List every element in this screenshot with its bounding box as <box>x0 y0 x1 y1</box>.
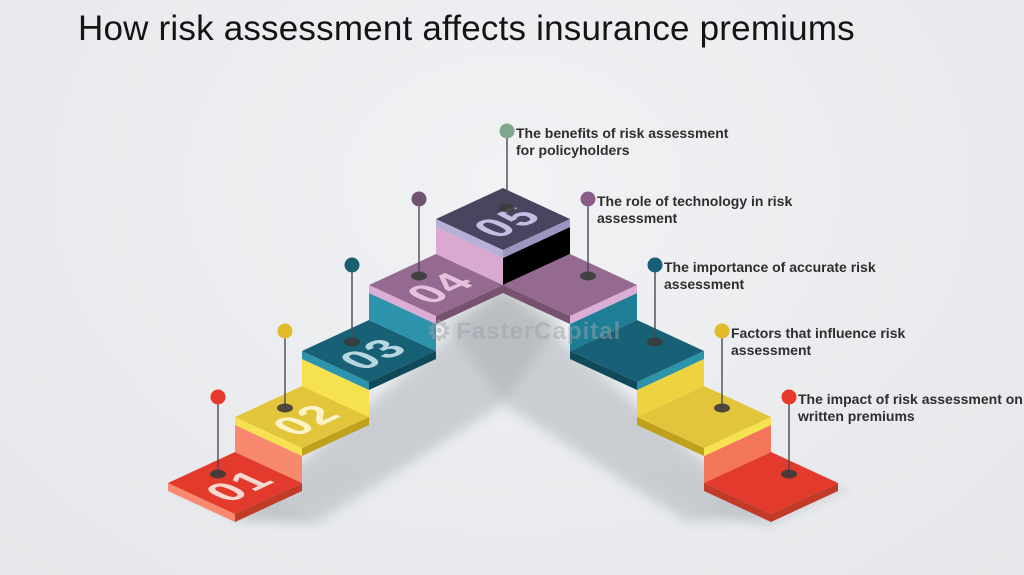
step-05-top-face <box>436 188 570 250</box>
step-02-right <box>637 386 771 483</box>
step-01-right <box>704 452 838 522</box>
step-05-edge-left <box>436 219 503 258</box>
step-02-right-edge-right <box>704 417 771 456</box>
pin-03-right-anchor-dot <box>647 337 663 347</box>
step-03-edge-right <box>369 351 436 390</box>
step-02-edge-right <box>302 417 369 456</box>
step-03-right <box>570 320 704 417</box>
pin-04-right-ball <box>580 191 596 207</box>
step-02-right-top-face <box>637 386 771 448</box>
step-03-right-edge-left <box>570 351 637 390</box>
step-04-riser-left <box>369 293 436 351</box>
pin-04-anchor-dot <box>411 271 427 281</box>
step-01-edge-right <box>235 483 302 522</box>
pin-05 <box>499 123 515 213</box>
pin-03-right <box>647 257 663 347</box>
step-04-right-riser-right <box>570 293 637 351</box>
pin-01-right <box>781 389 797 479</box>
page-title: How risk assessment affects insurance pr… <box>78 9 855 48</box>
step-04-edge-left <box>369 285 436 324</box>
step-01-right-edge-right <box>771 483 838 522</box>
pin-04 <box>411 191 427 281</box>
step-01-right-edge-left <box>704 483 771 522</box>
step-03-right-riser-right <box>637 359 704 417</box>
step-02-riser-left <box>235 425 302 483</box>
step-05: 05 <box>436 188 570 285</box>
pin-01-anchor-dot <box>210 469 226 479</box>
pin-04-ball <box>411 191 427 207</box>
step-04-right-edge-left <box>503 285 570 324</box>
step-02-right-edge-left <box>637 417 704 456</box>
step-01-right-top-face <box>704 452 838 514</box>
pin-03 <box>344 257 360 347</box>
step-04-right <box>503 254 637 351</box>
pin-01 <box>210 389 226 479</box>
pin-04-right <box>580 191 596 281</box>
pin-markers <box>210 123 797 479</box>
pin-03-ball <box>344 257 360 273</box>
pin-02-anchor-dot <box>277 403 293 413</box>
pin-02-right-ball <box>714 323 730 339</box>
step-05-riser-right <box>503 227 570 285</box>
pin-01-right-anchor-dot <box>781 469 797 479</box>
pin-05-anchor-dot <box>499 203 515 213</box>
step-03-riser-left <box>302 359 369 417</box>
step-02-edge-left <box>235 417 302 456</box>
step-04-edge-right <box>436 285 503 324</box>
step-05-riser-left <box>436 227 503 285</box>
pin-02-right-anchor-dot <box>714 403 730 413</box>
step-03-right-top-face <box>570 320 704 382</box>
pin-02-right <box>714 323 730 413</box>
step-02-right-riser-right <box>704 425 771 483</box>
step-03-edge-left <box>302 351 369 390</box>
pin-02-ball <box>277 323 293 339</box>
pin-04-right-anchor-dot <box>580 271 596 281</box>
shadow-right-flank <box>444 288 768 522</box>
pin-01-right-ball <box>781 389 797 405</box>
step-04-right-top-face <box>503 254 637 316</box>
step-03-right-edge-right <box>637 351 704 390</box>
step-05-edge-right <box>503 219 570 258</box>
pin-03-right-ball <box>647 257 663 273</box>
pin-01-ball <box>210 389 226 405</box>
step-01-edge-left <box>168 483 235 522</box>
pin-05-ball <box>499 123 515 139</box>
pin-02 <box>277 323 293 413</box>
pin-03-anchor-dot <box>344 337 360 347</box>
step-04-right-edge-right <box>570 285 637 324</box>
